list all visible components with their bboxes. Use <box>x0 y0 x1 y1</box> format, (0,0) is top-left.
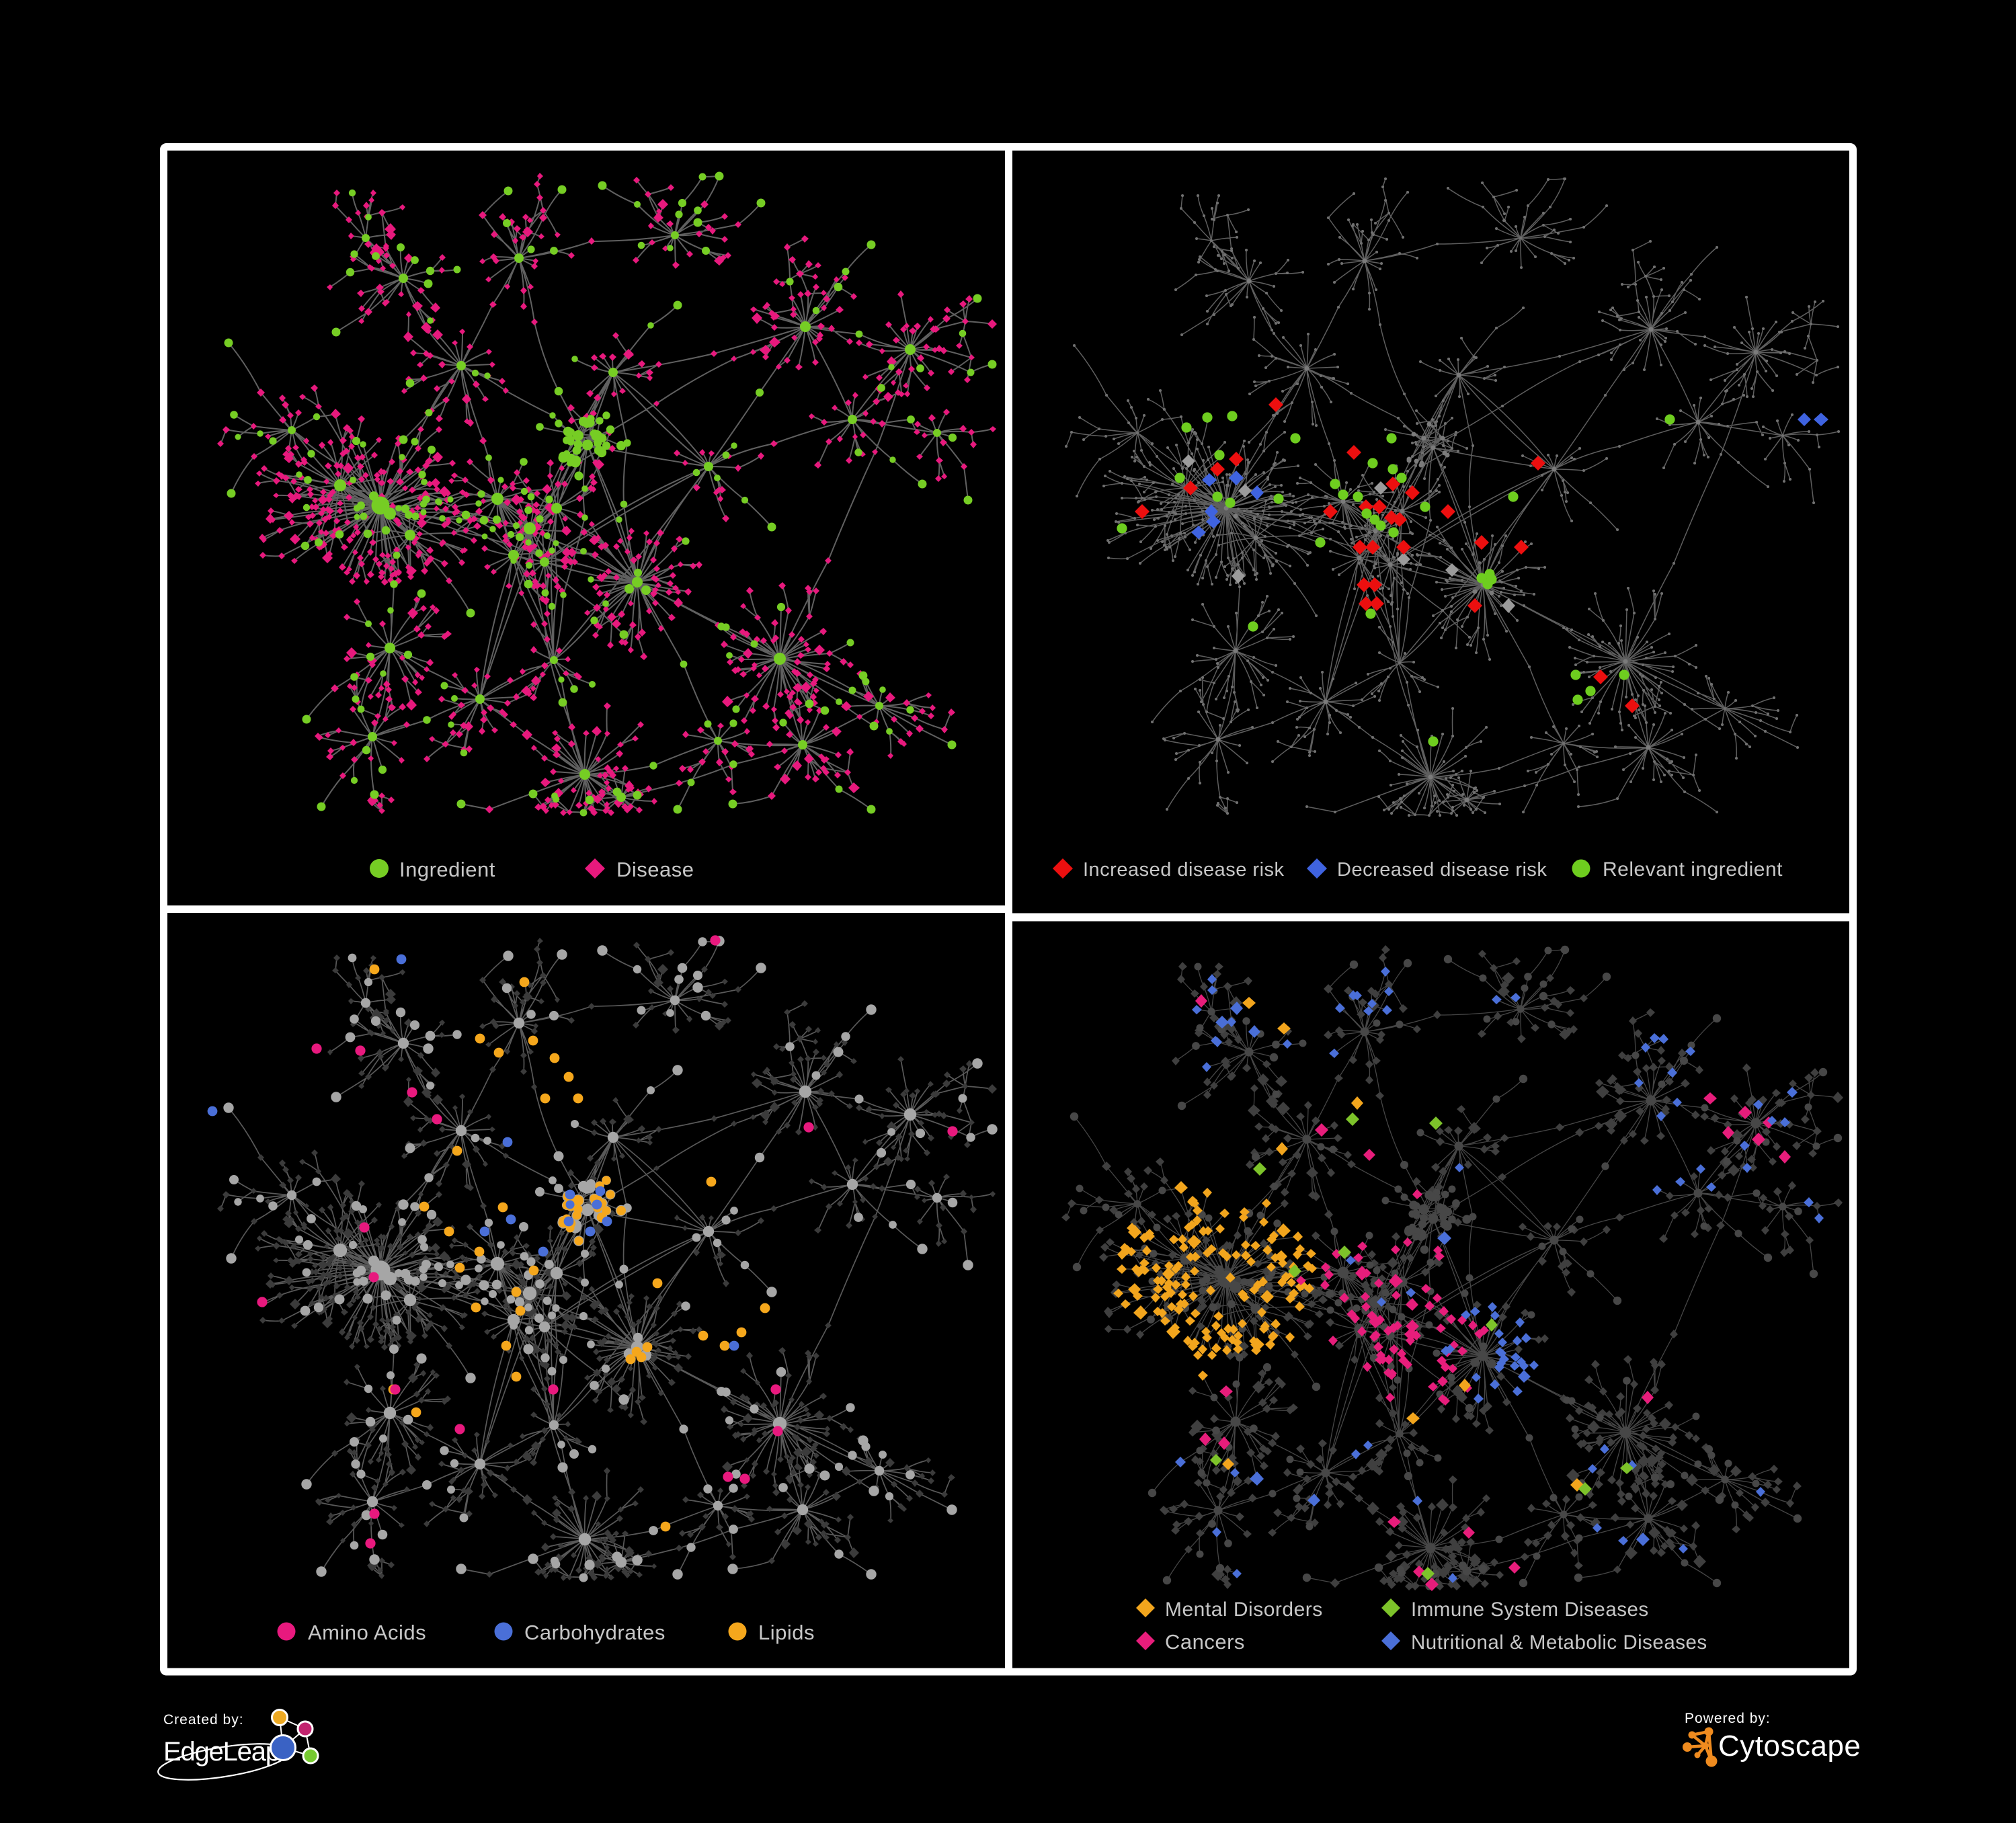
svg-text:Carbohydrates: Carbohydrates <box>524 1621 666 1644</box>
svg-text:Amino Acids: Amino Acids <box>308 1621 426 1644</box>
svg-text:Disease: Disease <box>616 858 694 881</box>
svg-text:Powered by:: Powered by: <box>1685 1711 1771 1726</box>
svg-text:Created by:: Created by: <box>163 1712 244 1728</box>
svg-text:Mental Disorders: Mental Disorders <box>1165 1598 1323 1621</box>
svg-text:Cytoscape: Cytoscape <box>1718 1730 1861 1763</box>
svg-text:EdgeLeap: EdgeLeap <box>163 1737 280 1767</box>
svg-text:Decreased disease risk: Decreased disease risk <box>1337 859 1547 881</box>
svg-text:Increased disease risk: Increased disease risk <box>1083 859 1285 881</box>
svg-text:Relevant ingredient: Relevant ingredient <box>1603 858 1783 881</box>
svg-text:Cancers: Cancers <box>1165 1630 1245 1654</box>
svg-text:Lipids: Lipids <box>758 1621 815 1644</box>
svg-text:Immune System Diseases: Immune System Diseases <box>1411 1598 1649 1621</box>
svg-text:Ingredient: Ingredient <box>399 858 495 881</box>
svg-text:Nutritional & Metabolic Diseas: Nutritional & Metabolic Diseases <box>1411 1631 1707 1654</box>
